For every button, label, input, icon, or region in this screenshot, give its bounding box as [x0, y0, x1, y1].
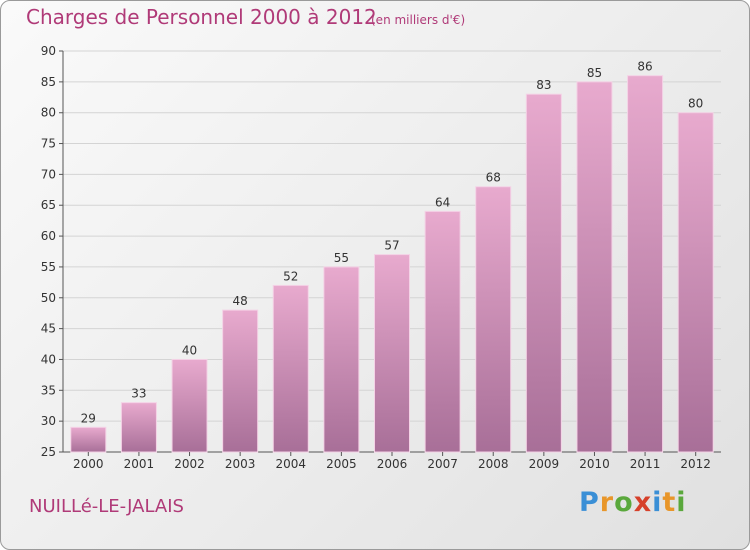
y-tick-label: 80 — [41, 106, 56, 120]
chart-title: Charges de Personnel 2000 à 2012 — [26, 5, 377, 29]
bar-2007 — [424, 210, 461, 453]
logo-letter: t — [662, 487, 677, 518]
logo-letter: o — [614, 487, 634, 518]
logo-letter: r — [599, 487, 615, 518]
y-tick-label: 35 — [41, 383, 56, 397]
y-tick-label: 55 — [41, 260, 56, 274]
bar-2008 — [475, 186, 512, 453]
bar-value-label: 64 — [435, 195, 450, 209]
bar-2010 — [576, 81, 613, 453]
y-tick-label: 70 — [41, 167, 56, 181]
chart-subtitle: (en milliers d'€) — [371, 13, 466, 27]
bar-value-label: 48 — [233, 294, 248, 308]
y-tick-label: 30 — [41, 414, 56, 428]
x-tick-label: 2011 — [630, 457, 661, 471]
bar-value-label: 40 — [182, 343, 197, 357]
y-tick-label: 75 — [41, 137, 56, 151]
bar-value-label: 57 — [384, 239, 399, 253]
y-tick-label: 85 — [41, 75, 56, 89]
y-tick-label: 60 — [41, 229, 56, 243]
x-tick-label: 2006 — [377, 457, 408, 471]
bar-2011 — [627, 75, 664, 453]
x-tick-label: 2003 — [225, 457, 256, 471]
y-tick-label: 90 — [41, 44, 56, 58]
bar-value-label: 29 — [81, 411, 96, 425]
bar-2005 — [323, 266, 360, 453]
bar-value-label: 83 — [536, 78, 551, 92]
x-tick-label: 2002 — [174, 457, 205, 471]
y-tick-label: 40 — [41, 352, 56, 366]
x-tick-label: 2005 — [326, 457, 357, 471]
x-axis-labels: 2000 2001 2002 2003 2004 2005 2006 2007 2008 2009… — [73, 452, 711, 471]
logo-letter: x — [633, 487, 653, 518]
bar-2012 — [677, 112, 714, 453]
y-tick-label: 45 — [41, 322, 56, 336]
x-tick-label: 2001 — [124, 457, 155, 471]
logo-letter: P — [579, 487, 600, 518]
logo-letter: i — [676, 487, 687, 518]
bar-2003 — [222, 309, 259, 453]
bars: 29 33 40 48 52 55 57 64 68 83 85 86 80 — [70, 60, 714, 453]
y-tick-label: 65 — [41, 198, 56, 212]
y-tick-label: 25 — [41, 445, 56, 459]
x-tick-label: 2010 — [579, 457, 610, 471]
x-tick-label: 2009 — [529, 457, 560, 471]
bar-value-label: 33 — [131, 387, 146, 401]
bar-2000 — [70, 426, 107, 453]
bar-value-label: 68 — [486, 171, 501, 185]
bar-value-label: 52 — [283, 269, 298, 283]
x-tick-label: 2012 — [680, 457, 711, 471]
commune-name: NUILLé-LE-JALAIS — [29, 496, 184, 517]
x-tick-label: 2004 — [275, 457, 306, 471]
x-tick-label: 2000 — [73, 457, 104, 471]
x-tick-label: 2007 — [427, 457, 458, 471]
y-tick-label: 50 — [41, 291, 56, 305]
bar-2002 — [171, 358, 208, 453]
bar-value-label: 80 — [688, 97, 703, 111]
logo-letter: i — [652, 487, 663, 518]
bar-value-label: 85 — [587, 66, 602, 80]
bar-2006 — [374, 254, 410, 453]
proxiti-logo[interactable]: Proxiti — [579, 487, 687, 518]
bar-value-label: 86 — [637, 60, 652, 74]
bar-2001 — [120, 402, 157, 453]
bar-value-label: 55 — [334, 251, 349, 265]
bar-2009 — [525, 93, 562, 453]
bar-2004 — [272, 284, 309, 453]
x-tick-label: 2008 — [478, 457, 509, 471]
